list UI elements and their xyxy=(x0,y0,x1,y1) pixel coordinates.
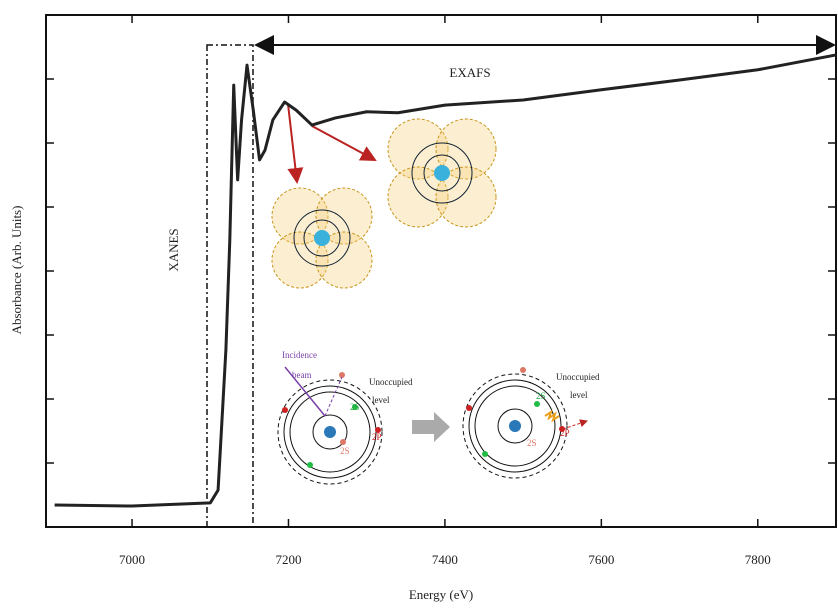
annotation: beam xyxy=(292,370,312,380)
annotation: 2S xyxy=(536,391,546,401)
y-axis-label: Absorbance (Arb. Units) xyxy=(9,206,24,335)
exafs-label: EXAFS xyxy=(449,65,490,80)
x-tick-label: 7800 xyxy=(745,552,771,567)
arrow xyxy=(312,126,375,160)
annotation: Unoccupied xyxy=(556,372,600,382)
annotation: Unoccupied xyxy=(369,377,413,387)
annotation: 2S xyxy=(350,402,360,412)
annotation: Incidence xyxy=(282,350,317,360)
annotation: 2S xyxy=(527,438,537,448)
annotation: 2P xyxy=(372,432,382,442)
x-axis-label: Energy (eV) xyxy=(409,587,473,602)
annotation: 2P xyxy=(560,428,570,438)
xanes-label: XANES xyxy=(166,228,181,271)
annotation: 2S xyxy=(340,446,350,456)
annotation: level xyxy=(372,395,390,405)
plot-frame xyxy=(46,15,836,527)
data-line xyxy=(55,55,836,506)
atom-diagram xyxy=(278,367,382,484)
cluster xyxy=(388,119,496,227)
xanes-box xyxy=(207,45,253,527)
arrow xyxy=(288,104,297,182)
atom-diagram xyxy=(463,367,587,478)
x-tick-label: 7000 xyxy=(119,552,145,567)
chart: EXAFS XANES Absorbance (Arb. Units) Ener… xyxy=(0,0,838,608)
x-tick-label: 7200 xyxy=(275,552,301,567)
x-tick-label: 7400 xyxy=(432,552,458,567)
cluster xyxy=(272,188,372,288)
x-tick-label: 7600 xyxy=(588,552,614,567)
process-arrow xyxy=(412,412,450,442)
annotation: level xyxy=(570,390,588,400)
